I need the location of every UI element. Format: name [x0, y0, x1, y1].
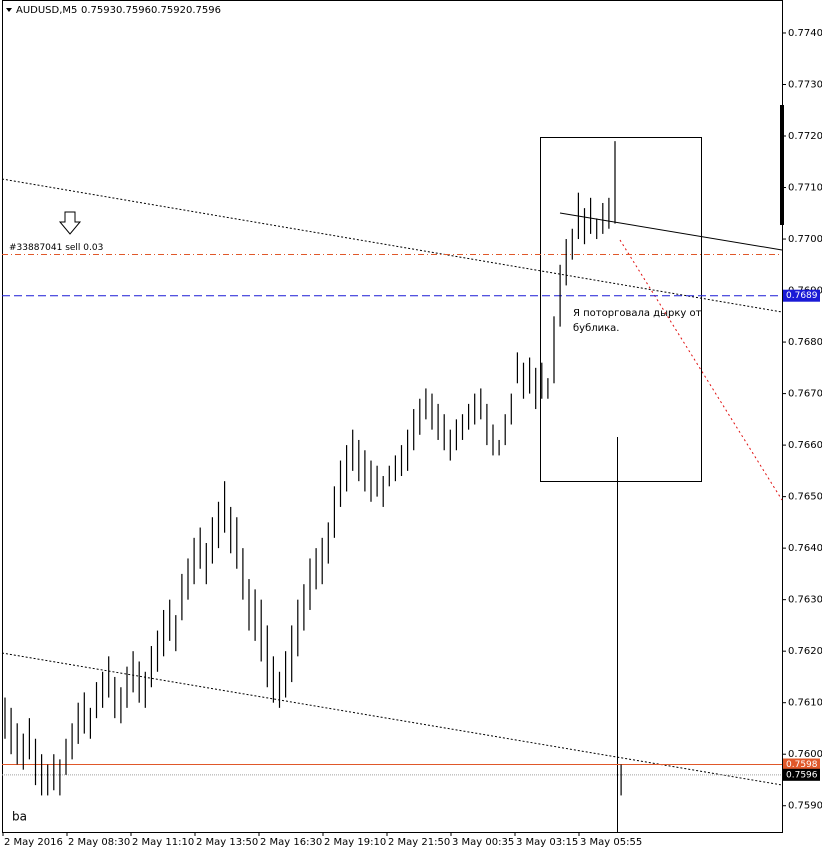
header: AUDUSD,M5 0.7593 0.7596 0.7592 0.7596 — [6, 5, 221, 16]
price-box-label: 0.7689 — [786, 291, 818, 301]
scroll-indicator — [780, 105, 784, 225]
menu-arrow — [6, 8, 12, 12]
x-tick-label: 2 May 11:10 — [132, 837, 194, 848]
x-tick-label: 2 May 13:50 — [196, 837, 258, 848]
y-tick-label: 0.7710 — [788, 183, 822, 194]
x-tick-label: 2 May 2016 — [4, 837, 63, 848]
y-tick-label: 0.7680 — [788, 337, 822, 348]
close: 0.7596 — [186, 5, 221, 16]
annotation: Я поторговала дырку от — [573, 308, 702, 319]
y-tick-label: 0.7660 — [788, 440, 822, 451]
y-tick-label: 0.7730 — [788, 79, 822, 90]
high: 0.7596 — [116, 5, 151, 16]
x-tick-label: 3 May 05:55 — [580, 837, 642, 848]
x-tick-label: 2 May 16:30 — [260, 837, 322, 848]
y-tick-label: 0.7700 — [788, 234, 822, 245]
price-box — [783, 758, 820, 771]
trendline — [619, 239, 783, 501]
y-tick-label: 0.7620 — [788, 646, 822, 657]
x-tick-label: 3 May 00:35 — [452, 837, 514, 848]
price-box-label: 0.7598 — [786, 760, 818, 770]
y-tick-label: 0.7670 — [788, 389, 822, 400]
y-tick-label: 0.7630 — [788, 595, 822, 606]
sell-arrow — [58, 211, 82, 235]
plot-frame — [2, 0, 783, 833]
order-label: #33887041 sell 0.03 — [9, 243, 103, 253]
open: 0.7593 — [81, 5, 116, 16]
y-tick-label: 0.7720 — [788, 131, 822, 142]
price-box — [783, 289, 820, 302]
y-tick-label: 0.7640 — [788, 543, 822, 554]
low: 0.7592 — [151, 5, 186, 16]
y-tick-label: 0.7600 — [788, 749, 822, 760]
x-tick-label: 2 May 19:10 — [324, 837, 386, 848]
price-box — [783, 768, 820, 781]
symbol: AUDUSD,M5 — [16, 5, 77, 16]
y-tick-label: 0.7610 — [788, 698, 822, 709]
x-tick-label: 2 May 21:50 — [388, 837, 450, 848]
y-tick-label: 0.7740 — [788, 28, 822, 39]
y-tick-label: 0.7590 — [788, 801, 822, 812]
y-tick-label: 0.7650 — [788, 492, 822, 503]
rectangle — [540, 137, 702, 482]
price-box-label: 0.7596 — [786, 770, 818, 780]
x-tick-label: 2 May 08:30 — [68, 837, 130, 848]
corner-text: ba — [12, 810, 27, 824]
annotation: бублика. — [573, 323, 620, 334]
x-tick-label: 3 May 03:15 — [516, 837, 578, 848]
